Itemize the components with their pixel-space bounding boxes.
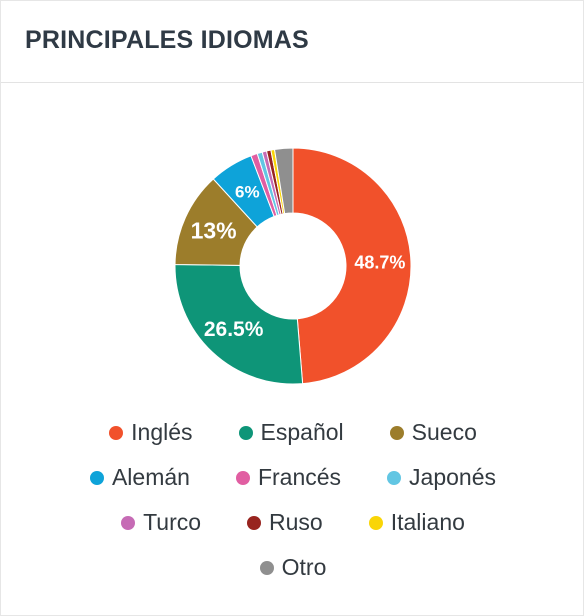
legend-swatch-icon xyxy=(109,425,124,440)
legend-swatch-icon xyxy=(387,470,402,485)
legend-item-sueco[interactable]: Sueco xyxy=(367,419,500,446)
legend-item-japones[interactable]: Japonés xyxy=(364,464,519,491)
legend-swatch-icon xyxy=(259,560,274,575)
legend-label: Japonés xyxy=(409,464,497,490)
legend-swatch-icon xyxy=(89,470,104,485)
card-header: PRINCIPALES IDIOMAS xyxy=(1,1,583,83)
legend-label: Inglés xyxy=(131,419,193,445)
chart-legend: Inglés Español Sueco Alemán Francés Japonés Tu… xyxy=(1,419,584,581)
slice-otro[interactable] xyxy=(273,147,294,215)
legend-item-turco[interactable]: Turco xyxy=(98,509,224,536)
slice-espanol[interactable] xyxy=(174,264,304,385)
slice-ingles[interactable] xyxy=(292,147,412,385)
legend-swatch-icon xyxy=(247,515,262,530)
slice-label-espanol: 26.5% xyxy=(204,318,264,341)
slice-label-aleman: 6% xyxy=(235,182,260,201)
legend-label: Turco xyxy=(143,509,202,535)
legend-label: Ruso xyxy=(269,509,323,535)
legend-item-otro[interactable]: Otro xyxy=(237,554,350,581)
legend-item-ingles[interactable]: Inglés xyxy=(86,419,215,446)
legend-swatch-icon xyxy=(368,515,383,530)
slice-label-ingles: 48.7% xyxy=(354,252,405,272)
legend-item-aleman[interactable]: Alemán xyxy=(67,464,213,491)
legend-swatch-icon xyxy=(389,425,404,440)
card-title: PRINCIPALES IDIOMAS xyxy=(25,26,309,54)
legend-label: Italiano xyxy=(390,509,465,535)
legend-item-espanol[interactable]: Español xyxy=(216,419,367,446)
legend-label: Alemán xyxy=(111,464,190,490)
legend-item-frances[interactable]: Francés xyxy=(213,464,364,491)
legend-label: Francés xyxy=(257,464,342,490)
legend-label: Sueco xyxy=(411,419,477,445)
donut-chart-area: 48.7% 26.5% 13% 6% xyxy=(1,131,584,401)
legend-item-ruso[interactable]: Ruso xyxy=(224,509,346,536)
legend-item-italiano[interactable]: Italiano xyxy=(346,509,488,536)
legend-swatch-icon xyxy=(121,515,136,530)
slice-label-sueco: 13% xyxy=(191,217,237,243)
donut-chart: 48.7% 26.5% 13% 6% xyxy=(174,147,412,385)
legend-label: Otro xyxy=(281,554,327,580)
legend-swatch-icon xyxy=(238,425,253,440)
legend-swatch-icon xyxy=(235,470,250,485)
legend-label: Español xyxy=(260,419,344,445)
